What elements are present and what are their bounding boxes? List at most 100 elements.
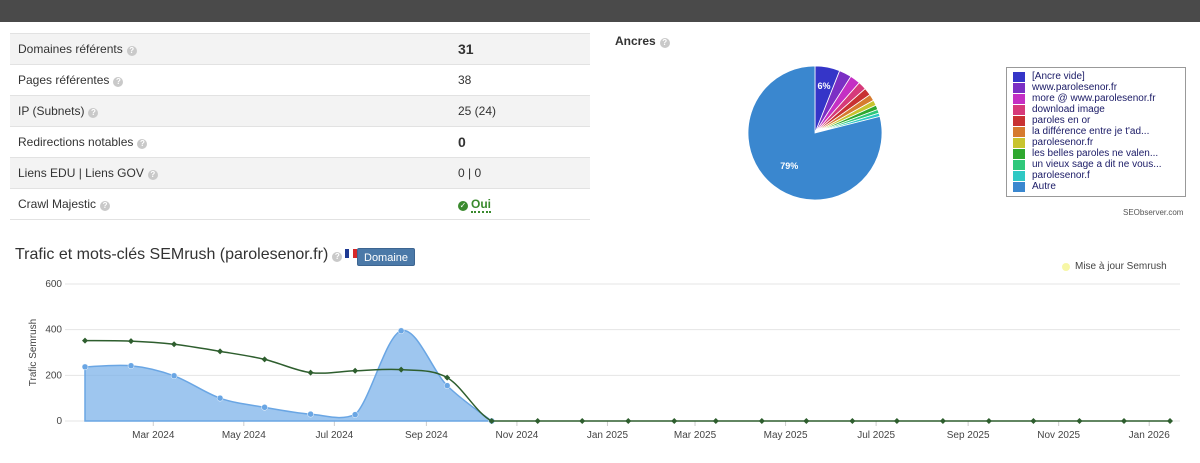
pie-slice-label: 6% (817, 81, 830, 91)
legend-item[interactable]: Autre (1013, 181, 1185, 192)
legend-dot-icon (1062, 262, 1070, 271)
keywords-point[interactable] (261, 356, 268, 363)
keywords-point[interactable] (1030, 418, 1037, 424)
keywords-point[interactable] (625, 418, 632, 424)
keywords-point[interactable] (803, 418, 810, 424)
traffic-point[interactable] (216, 394, 224, 402)
legend-item[interactable]: la différence entre je t'ad... (1013, 126, 1185, 137)
legend-swatch (1013, 148, 1025, 159)
keywords-point[interactable] (444, 374, 451, 381)
semrush-update-legend[interactable]: Mise à jour Semrush (1062, 261, 1167, 272)
help-icon[interactable]: ? (113, 77, 124, 87)
legend-label: download image (1032, 104, 1105, 115)
keywords-point[interactable] (398, 366, 405, 373)
x-tick-label: May 2024 (222, 430, 266, 441)
stats-row: Pages référentes? 38 (10, 64, 590, 96)
keywords-point[interactable] (217, 348, 224, 355)
traffic-point[interactable] (307, 410, 314, 418)
check-icon: ✓ (458, 201, 468, 211)
anchors-title: Ancres? (615, 34, 670, 48)
legend-item[interactable]: www.parolesenor.fr (1013, 82, 1185, 93)
help-icon[interactable]: ? (88, 108, 99, 118)
help-icon[interactable]: ? (126, 46, 137, 56)
legend-label: parolesenor.fr (1032, 137, 1094, 148)
keywords-point[interactable] (671, 418, 678, 424)
legend-label: www.parolesenor.fr (1032, 82, 1118, 93)
legend-item[interactable]: more @ www.parolesenor.fr (1013, 93, 1185, 104)
legend-item[interactable]: les belles paroles ne valen... (1013, 148, 1185, 159)
y-tick-label: 600 (45, 279, 62, 290)
help-icon[interactable]: ? (100, 201, 111, 211)
stats-row: Redirections notables? 0 (10, 126, 590, 158)
traffic-point[interactable] (261, 404, 268, 411)
keywords-point[interactable] (1076, 418, 1083, 424)
keywords-point[interactable] (939, 418, 946, 424)
keywords-point[interactable] (171, 341, 178, 348)
traffic-point[interactable] (127, 362, 135, 369)
keywords-point[interactable] (579, 418, 586, 424)
legend-item[interactable]: un vieux sage a dit ne vous... (1013, 159, 1185, 170)
keywords-point[interactable] (712, 418, 719, 424)
keywords-point[interactable] (849, 418, 856, 424)
keywords-point[interactable] (534, 418, 541, 424)
keywords-point[interactable] (1120, 418, 1127, 424)
anchors-pie-chart: 6% 79% (747, 65, 883, 201)
legend-swatch (1013, 82, 1025, 93)
x-tick-label: May 2025 (764, 430, 808, 441)
stat-value: 0 | 0 (450, 157, 590, 189)
legend-swatch (1013, 170, 1025, 181)
pie-slice-label: 79% (780, 161, 798, 171)
y-tick-label: 400 (45, 325, 62, 336)
traffic-point[interactable] (81, 363, 89, 371)
y-tick-label: 0 (56, 416, 62, 427)
semrush-title: Trafic et mots-clés SEMrush (parolesenor… (15, 246, 358, 264)
help-icon[interactable]: ? (137, 139, 148, 149)
keywords-point[interactable] (307, 369, 314, 376)
credit-text: SEObserver.com (1123, 208, 1184, 217)
help-icon[interactable]: ? (659, 38, 670, 48)
legend-swatch (1013, 126, 1025, 137)
stat-label: Crawl Majestic? (10, 188, 450, 220)
stats-row: Domaines référents? 31 (10, 33, 590, 65)
pie-slice[interactable] (747, 65, 883, 201)
semrush-traffic-chart: 0 200 400 600 Trafic Semrush Mar 2024 May 2024… (28, 279, 1180, 441)
help-icon[interactable]: ? (332, 252, 343, 262)
traffic-point[interactable] (351, 411, 359, 418)
keywords-point[interactable] (985, 418, 992, 424)
legend-item[interactable]: parolesenor.f (1013, 170, 1185, 181)
stat-value: 38 (450, 64, 590, 96)
keywords-point[interactable] (352, 367, 359, 374)
legend-label: [Ancre vide] (1032, 71, 1085, 82)
help-icon[interactable]: ? (147, 170, 158, 180)
stat-label: Pages référentes? (10, 64, 450, 96)
top-bar (0, 0, 1200, 22)
traffic-point[interactable] (170, 372, 178, 380)
crawl-status[interactable]: ✓ Oui (458, 197, 491, 213)
legend-item[interactable]: [Ancre vide] (1013, 71, 1185, 82)
traffic-point[interactable] (397, 327, 405, 335)
legend-swatch (1013, 181, 1025, 192)
x-tick-label: Mar 2025 (674, 430, 717, 441)
legend-swatch (1013, 71, 1025, 82)
legend-item[interactable]: parolesenor.fr (1013, 137, 1185, 148)
legend-swatch (1013, 93, 1025, 104)
traffic-point[interactable] (443, 382, 451, 389)
stats-table: Domaines référents? 31 Pages référentes? 38… (10, 33, 590, 220)
keywords-point[interactable] (128, 338, 135, 345)
y-tick-label: 200 (45, 370, 62, 381)
keywords-point[interactable] (758, 418, 765, 424)
domain-badge[interactable]: Domaine (357, 248, 416, 266)
legend-item[interactable]: download image (1013, 104, 1185, 115)
keywords-point[interactable] (488, 418, 495, 424)
stats-row: IP (Subnets)? 25 (24) (10, 95, 590, 127)
keywords-point[interactable] (893, 418, 900, 424)
x-tick-label: Nov 2025 (1037, 430, 1080, 441)
keywords-point[interactable] (1167, 418, 1173, 424)
x-tick-label: Jan 2026 (1129, 430, 1171, 441)
y-axis-label: Trafic Semrush (28, 319, 39, 386)
keywords-point[interactable] (82, 337, 88, 344)
legend-item[interactable]: paroles en or (1013, 115, 1185, 126)
legend-swatch (1013, 159, 1025, 170)
stat-value: 25 (24) (450, 95, 590, 127)
legend-swatch (1013, 115, 1025, 126)
